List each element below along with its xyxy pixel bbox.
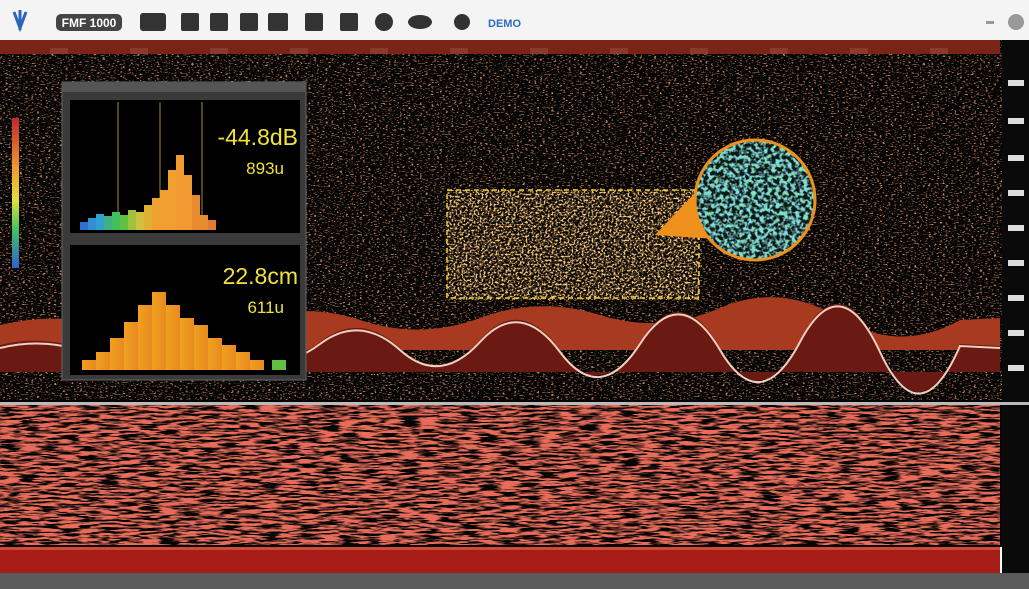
selection-box[interactable]: [446, 189, 700, 299]
zoom-circle: [693, 138, 817, 262]
minimize-button[interactable]: [986, 21, 994, 24]
depth-scale: [1002, 40, 1029, 402]
logo: FMF 1000: [62, 16, 117, 30]
lower-echo-noise: [0, 405, 1000, 545]
seabed-line: [0, 547, 1000, 550]
seabed-scale: [1002, 547, 1029, 573]
toolbar: [0, 0, 1029, 40]
toolbar-icons[interactable]: [12, 10, 470, 33]
length-count: 611u: [247, 298, 284, 317]
color-scale: [12, 118, 19, 268]
lower-depth-scale: [1002, 405, 1029, 547]
length-bars: [82, 292, 286, 370]
ts-value: -44.8dB: [217, 124, 298, 150]
status-bar: [0, 573, 1029, 589]
mode-label: DEMO: [488, 18, 521, 30]
zoom-detail: [695, 140, 815, 260]
divider: [0, 402, 1029, 405]
ts-count: 893u: [246, 159, 284, 178]
time-marks: [50, 48, 948, 54]
depth-ticks: [1008, 80, 1024, 371]
power-button[interactable]: [1008, 14, 1024, 30]
seabed-band: [0, 547, 1000, 573]
surface-band: [0, 40, 1000, 54]
length-value: 22.8cm: [223, 263, 298, 289]
ts-bars: [80, 155, 216, 230]
panel-titlebar[interactable]: [62, 82, 306, 92]
fish-school: [447, 190, 699, 298]
